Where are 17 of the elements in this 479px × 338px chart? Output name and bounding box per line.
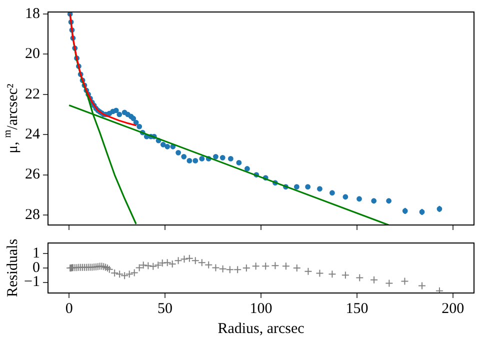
y-tick-label: −1 [24, 274, 40, 290]
y-tick-label: 26 [25, 166, 40, 183]
y-tick-label: 28 [25, 206, 40, 223]
y-tick-label: 20 [25, 46, 40, 62]
x-tick-label: 200 [442, 300, 464, 317]
y-tick-label: 1 [32, 246, 40, 262]
x-tick-label: 150 [346, 300, 368, 317]
x-tick-label: 100 [250, 300, 272, 317]
x-tick-label: 0 [65, 300, 73, 317]
x-axis-title: Radius, arcsec [218, 320, 305, 337]
y-tick-label: 24 [25, 126, 40, 143]
x-tick-label: 50 [158, 300, 173, 317]
y-tick-label: 22 [25, 86, 40, 102]
y-tick-label: 18 [25, 6, 40, 22]
y-axis-title: Residuals [4, 238, 21, 298]
y-axis-title: μ, m/arcsec² [2, 83, 21, 154]
y-tick-label: 0 [32, 260, 40, 276]
